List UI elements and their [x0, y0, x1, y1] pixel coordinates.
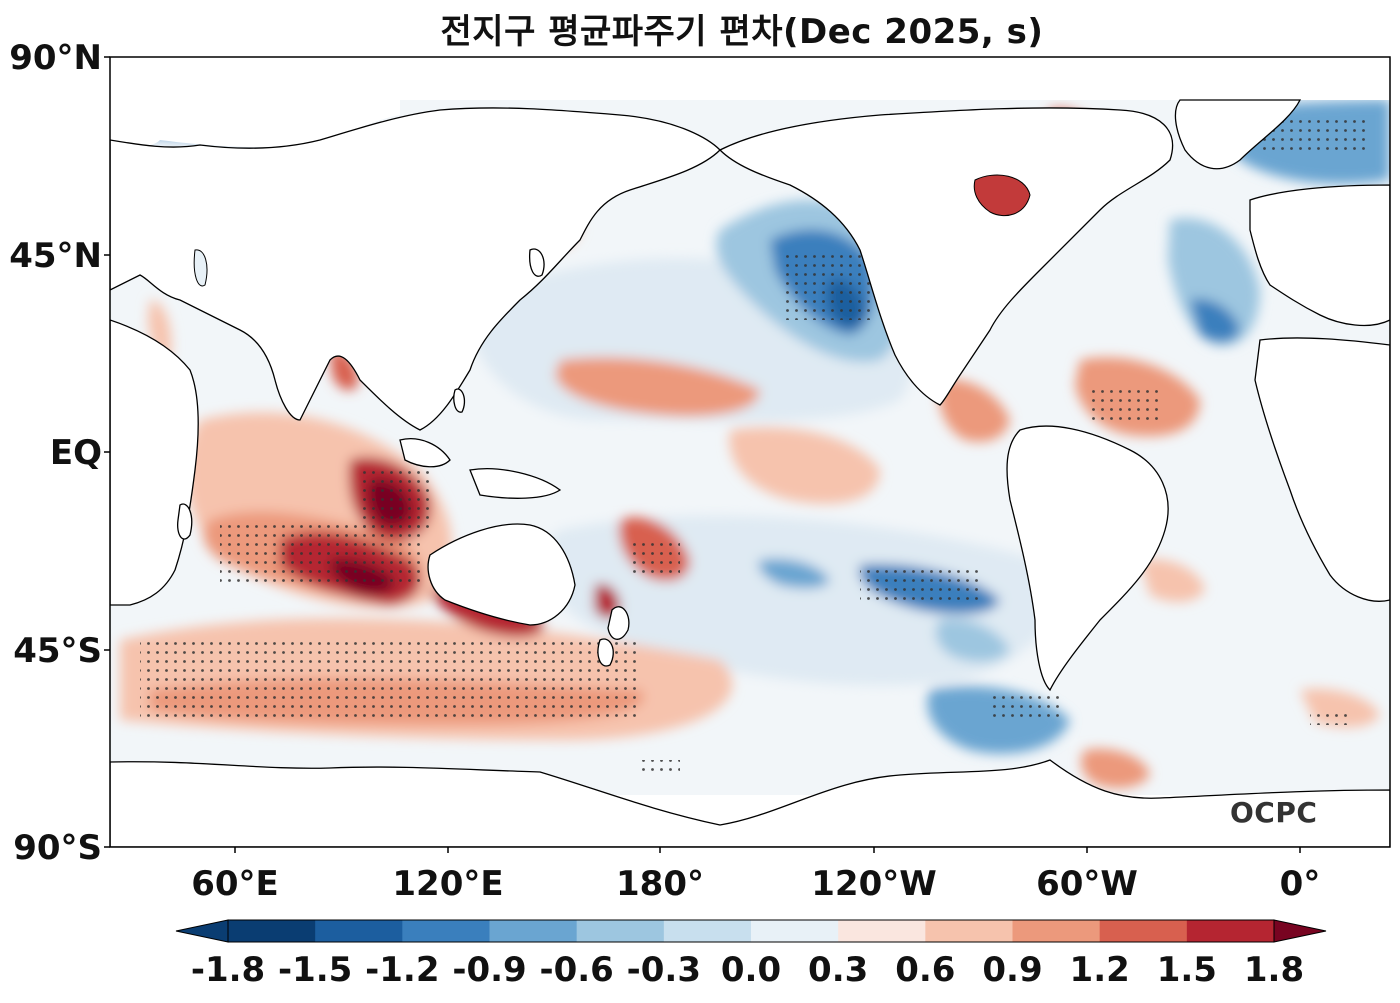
colorbar [175, 919, 1327, 943]
colorbar-tick-label: 0.3 [808, 950, 869, 990]
colorbar-extend-high [1273, 919, 1327, 943]
colorbar-extend-low [175, 919, 229, 943]
ocpc-logo-watermark: OCPC [1230, 796, 1318, 829]
hudson-bay [973, 174, 1031, 217]
colorbar-bin [925, 920, 1013, 942]
colorbar-bin [576, 920, 665, 942]
colorbar-tick-label: -1.2 [365, 950, 440, 990]
colorbar-bin [1186, 920, 1275, 942]
lon-label-120w: 120°W [811, 864, 937, 904]
colorbar-bin [1012, 920, 1101, 942]
colorbar-tick-label: 0.6 [895, 950, 956, 990]
lat-label-90n: 90°N [9, 38, 102, 78]
colorbar-outline [227, 919, 1275, 943]
colorbar-tick-label: -1.5 [277, 950, 353, 990]
colorbar-tick-label: 1.5 [1156, 950, 1217, 990]
lat-label-45n: 45°N [9, 236, 102, 276]
colorbar-bin [228, 920, 316, 942]
colorbar-bin [402, 920, 490, 942]
land [110, 57, 1390, 847]
colorbar-bin [838, 920, 926, 942]
colorbar-bin [1099, 920, 1188, 942]
colorbar-tick-label: 0.0 [720, 950, 782, 990]
axis-ticks [104, 56, 1301, 853]
colorbar-bin [663, 920, 752, 942]
colorbar-tick-label: -0.9 [452, 950, 527, 990]
lon-label-180: 180° [616, 864, 704, 904]
map-title: 전지구 평균파주기 편차(Dec 2025, s) [440, 12, 1044, 52]
lat-label-90s: 90°S [13, 828, 102, 868]
inland-sea [193, 249, 208, 287]
lon-label-60e: 60°E [191, 864, 279, 904]
colorbar-tick-label: 1.8 [1243, 950, 1305, 990]
lon-label-60w: 60°W [1036, 864, 1138, 904]
lon-label-0: 0° [1279, 864, 1321, 904]
colorbar-tick-label: -0.6 [539, 950, 614, 990]
colorbar-bin [315, 920, 403, 942]
colorbar-tick-label: 0.9 [982, 950, 1043, 990]
colorbar-bin [751, 920, 839, 942]
colorbar-tick-label: 1.2 [1069, 950, 1130, 990]
lon-label-120e: 120°E [392, 864, 504, 904]
colorbar-tick-label: -0.3 [626, 950, 701, 990]
lat-label-eq: EQ [49, 433, 102, 473]
colorbar-tick-label: -1.8 [190, 950, 266, 990]
lat-label-45s: 45°S [13, 631, 102, 671]
colorbar-bin [489, 920, 578, 942]
